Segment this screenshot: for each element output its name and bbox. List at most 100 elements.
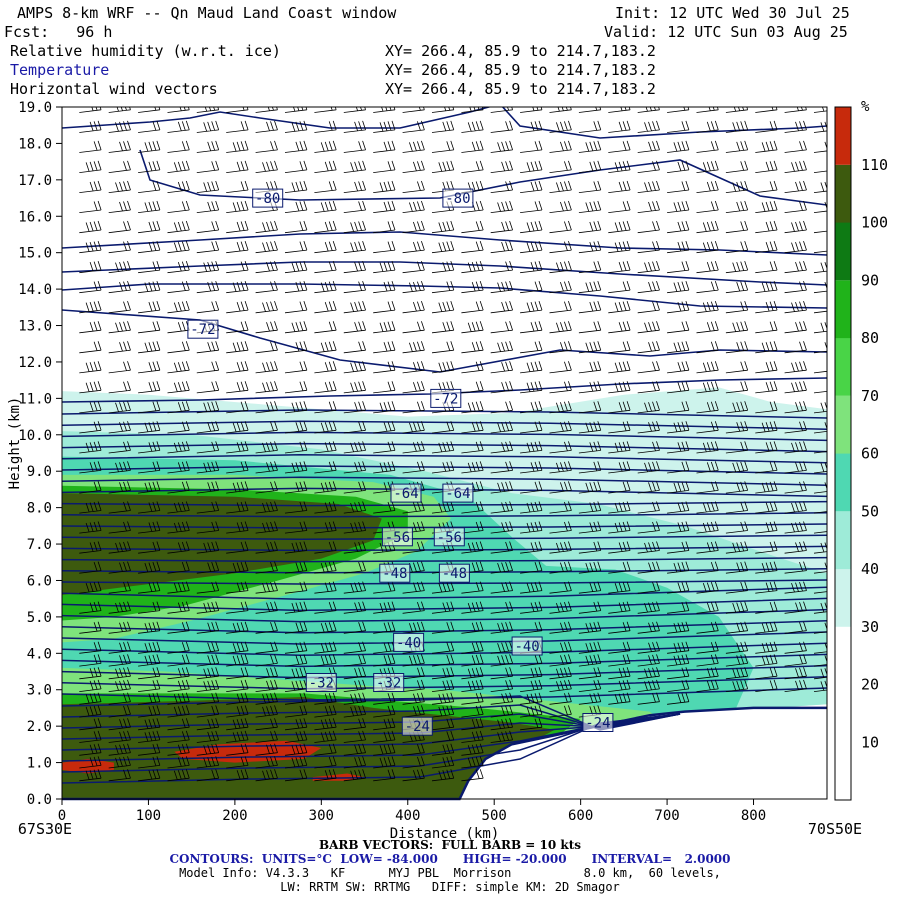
wind-barb [784, 601, 807, 614]
wind-barb [284, 200, 308, 213]
wind-barb [461, 581, 484, 594]
wind-barb [520, 200, 543, 213]
wind-barb [696, 280, 719, 294]
wind-barb [755, 341, 778, 354]
wind-barb [402, 421, 425, 434]
wind-barb [255, 667, 278, 680]
y-tick-label: 1.0 [27, 756, 52, 772]
axis-layer: 0.0 1.0 2.0 3.0 4.0 5.0 6.0 7.0 8.0 9.0 10.0 11.0 12… [7, 100, 766, 842]
wind-barb [402, 381, 425, 394]
wind-barb [461, 679, 484, 692]
wind-barb [226, 107, 249, 113]
wind-barb [725, 240, 749, 254]
wind-barb [490, 654, 513, 667]
wind-barb [520, 654, 543, 667]
wind-barb [196, 461, 220, 474]
colorbar-bin [835, 511, 851, 570]
wind-barb [431, 654, 455, 667]
wind-barb [637, 300, 660, 314]
wind-barb [490, 481, 513, 494]
temperature-contour-line [62, 309, 827, 373]
wind-barb [578, 481, 602, 494]
wind-barb [461, 769, 484, 782]
y-tick-label: 5.0 [27, 610, 52, 626]
wind-barb [667, 180, 690, 193]
wind-barb [431, 501, 455, 514]
wind-barb [343, 160, 366, 173]
wind-barb [108, 280, 131, 294]
wind-barb [461, 743, 484, 756]
wind-barb [520, 180, 543, 193]
wind-barb [696, 381, 719, 394]
y-tick-label: 4.0 [27, 646, 52, 662]
wind-barb [314, 561, 337, 574]
wind-barb [255, 401, 278, 414]
wind-barb [461, 756, 484, 769]
wind-barb [549, 521, 572, 534]
wind-barb [755, 654, 778, 667]
wind-barb [402, 341, 425, 354]
wind-barb [725, 641, 749, 654]
wind-barb [696, 541, 719, 554]
wind-barb [255, 461, 278, 474]
wind-barb [725, 621, 749, 634]
wind-barb [314, 581, 337, 594]
wind-barb [549, 461, 572, 474]
temperature-label-box [511, 636, 543, 656]
wind-barb [402, 601, 425, 614]
wind-barb [343, 461, 366, 474]
wind-barb [696, 641, 719, 654]
wind-barb [138, 401, 161, 414]
wind-barb [284, 769, 308, 782]
wind-barb [696, 654, 719, 667]
wind-barb [784, 401, 807, 414]
wind-barb [79, 381, 102, 394]
wind-barb [578, 654, 602, 667]
wind-barb [284, 621, 308, 634]
wind-barb [637, 240, 660, 254]
wind-barb [138, 743, 161, 756]
wind-barb [667, 581, 690, 594]
wind-barb [461, 321, 484, 334]
temperature-contour-line [62, 597, 827, 612]
x-axis-label: Distance (km) [390, 826, 500, 842]
wind-barb [461, 621, 484, 634]
colorbar-frame [834, 106, 852, 801]
wind-barb [79, 341, 102, 354]
wind-barb [549, 679, 572, 692]
wind-barb [255, 679, 278, 692]
wind-barb [373, 160, 396, 173]
temperature-contour-line [62, 476, 827, 486]
x-tick-label: 600 [568, 808, 593, 824]
wind-barb [138, 180, 161, 193]
colorbar-tick-label: 50 [861, 502, 879, 520]
wind-barb [608, 401, 631, 414]
wind-barb [637, 107, 660, 113]
wind-barb [373, 180, 396, 193]
wind-barb [373, 260, 396, 274]
wind-barb [284, 240, 308, 254]
wind-barb [284, 361, 308, 374]
wind-barb [284, 561, 308, 574]
wind-barb [784, 180, 807, 193]
temperature-label: -24 [585, 716, 610, 732]
wind-barb [696, 160, 719, 173]
wind-barb [549, 692, 572, 705]
wind-barb [108, 160, 131, 173]
wind-barb [608, 200, 631, 213]
wind-barb [108, 769, 131, 782]
wind-barb [108, 361, 131, 374]
wind-barb [755, 200, 778, 213]
wind-barb [255, 140, 278, 153]
wind-barb [284, 601, 308, 614]
wind-barb [578, 200, 602, 213]
wind-barb [431, 220, 455, 234]
wind-barb [461, 654, 484, 667]
wind-barb [520, 718, 543, 731]
wind-barb [167, 743, 190, 756]
wind-barb [461, 705, 484, 718]
wind-barb [431, 321, 455, 334]
wind-barb [373, 321, 396, 334]
y-axis-label: Height (km) [7, 397, 23, 490]
wind-barb [461, 730, 484, 743]
